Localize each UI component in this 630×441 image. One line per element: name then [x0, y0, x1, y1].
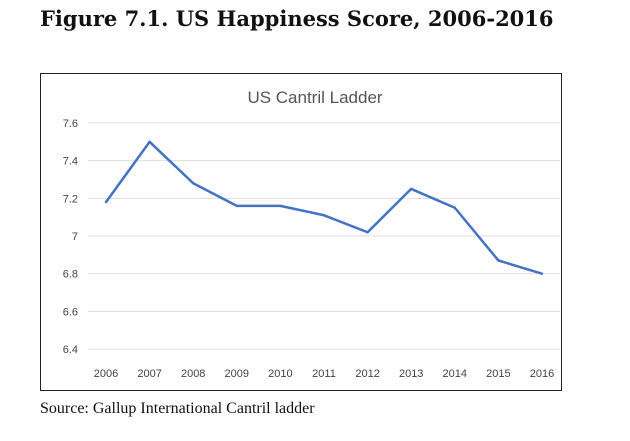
data-point — [235, 204, 238, 208]
x-tick-label: 2006 — [94, 368, 118, 380]
data-point — [148, 140, 151, 144]
data-point — [540, 272, 544, 275]
figure-title: Figure 7.1. US Happiness Score, 2006-201… — [40, 6, 554, 31]
data-point — [410, 187, 413, 191]
chart-title: US Cantril Ladder — [247, 88, 382, 107]
x-tick-label: 2008 — [181, 368, 205, 380]
data-point — [366, 231, 369, 234]
data-point — [497, 259, 500, 262]
data-point — [453, 206, 456, 209]
y-tick-label: 7.4 — [63, 156, 78, 168]
y-tick-label: 7.6 — [63, 118, 78, 130]
x-tick-label: 2011 — [312, 368, 336, 380]
x-tick-label: 2016 — [530, 368, 554, 380]
y-tick-label: 7 — [72, 231, 78, 243]
y-tick-label: 6.8 — [63, 269, 78, 281]
x-tick-label: 2015 — [486, 368, 510, 380]
data-point — [192, 182, 195, 185]
data-point — [279, 204, 282, 208]
data-point — [104, 200, 108, 204]
data-point — [322, 214, 326, 217]
x-tick-label: 2012 — [355, 368, 379, 380]
y-tick-label: 6.6 — [63, 306, 78, 318]
source-note: Source: Gallup International Cantril lad… — [40, 400, 315, 417]
x-tick-label: 2007 — [137, 368, 161, 380]
series-line — [104, 140, 543, 275]
x-tick-label: 2014 — [443, 368, 467, 380]
y-tick-label: 6.4 — [63, 344, 78, 356]
chart-frame — [40, 73, 562, 391]
x-tick-label: 2010 — [268, 368, 292, 380]
x-tick-label: 2009 — [225, 368, 249, 380]
x-tick-label: 2013 — [399, 368, 423, 380]
y-tick-label: 7.2 — [63, 193, 78, 205]
